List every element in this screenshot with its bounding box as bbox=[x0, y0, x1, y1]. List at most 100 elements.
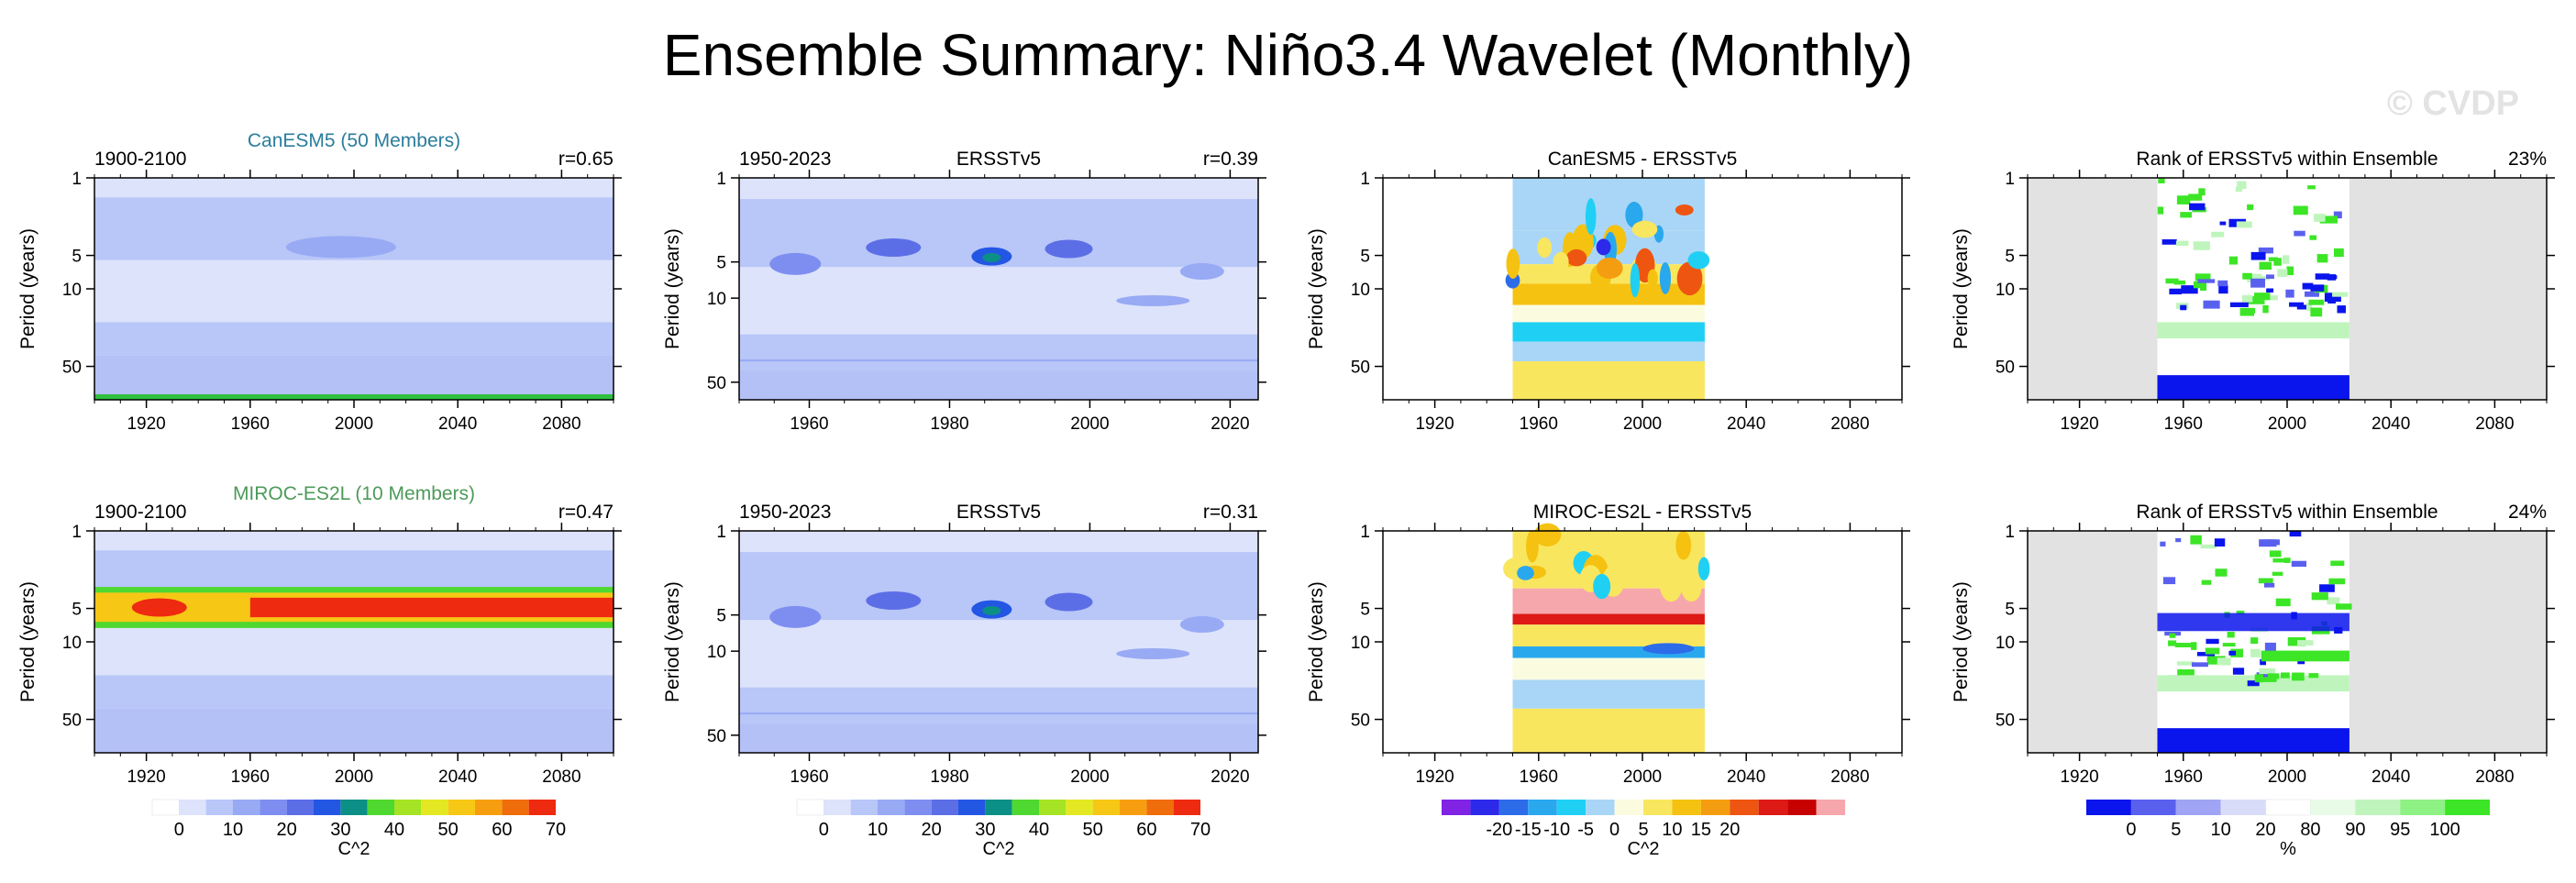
rank-cell bbox=[2309, 235, 2317, 240]
colorbar-label: 20 bbox=[922, 820, 942, 840]
panel-8: 1920 1960 2000 2040 2080 1 5 10 50 Period (years)… bbox=[1951, 502, 2555, 787]
contour-blob bbox=[1631, 220, 1658, 238]
panel-7: 1920 1960 2000 2040 2080 1 5 10 50 Period (years)… bbox=[1306, 502, 1910, 787]
rank-cell bbox=[2263, 582, 2275, 588]
x-tick-label: 1920 bbox=[1415, 767, 1454, 787]
rank-cell bbox=[2273, 258, 2282, 266]
contour-blob bbox=[1179, 616, 1224, 634]
rank-cell bbox=[2211, 231, 2225, 237]
contour-band bbox=[739, 334, 1258, 371]
contour-blob bbox=[1675, 531, 1692, 560]
rank-colorbar: 0 5 10 20 80 90 95 100% bbox=[2086, 799, 2490, 859]
rank-cell bbox=[2332, 292, 2349, 297]
colorbar-label: 0 bbox=[2126, 820, 2136, 840]
panel-center-label: ERSSTv5 bbox=[956, 149, 1041, 170]
x-tick-label: 1960 bbox=[2164, 767, 2203, 787]
contour-blob bbox=[1676, 261, 1703, 296]
x-tick-label: 2020 bbox=[1211, 767, 1249, 787]
watermark: © CVDP bbox=[2386, 84, 2519, 123]
x-tick-label: 1960 bbox=[790, 767, 828, 787]
y-tick-label: 50 bbox=[1996, 712, 2015, 731]
panel-center-label: Rank of ERSSTv5 within Ensemble bbox=[2136, 149, 2438, 170]
rank-cell bbox=[2193, 241, 2210, 250]
x-tick-label: 1960 bbox=[231, 767, 270, 787]
contour-band bbox=[1512, 341, 1705, 362]
rank-cell bbox=[2259, 677, 2277, 682]
colorbar-label: 80 bbox=[2300, 820, 2320, 840]
colorbar-label: 20 bbox=[1719, 820, 1740, 840]
panel-1: 1920 1960 2000 2040 2080 1 5 10 50 Period (years)… bbox=[17, 130, 622, 434]
colorbar-label: 60 bbox=[1136, 820, 1156, 840]
colorbar-swatch bbox=[394, 800, 422, 815]
colorbar-label: 50 bbox=[1083, 820, 1103, 840]
colorbar-swatch bbox=[1556, 800, 1587, 815]
colorbar-swatch bbox=[1614, 800, 1643, 815]
rank-cell bbox=[2250, 637, 2259, 645]
y-axis-label: Period (years) bbox=[662, 228, 683, 349]
y-axis-label: Period (years) bbox=[17, 228, 39, 349]
rank-cell bbox=[2285, 289, 2294, 298]
y-tick-label: 1 bbox=[72, 170, 82, 189]
colorbar-swatch bbox=[179, 800, 206, 815]
contour-band bbox=[94, 278, 614, 323]
contour-band bbox=[1512, 613, 1705, 625]
contour-blob bbox=[1566, 248, 1587, 267]
rank-cell bbox=[2228, 256, 2239, 265]
colorbar-swatch bbox=[233, 800, 260, 815]
y-axis-label: Period (years) bbox=[1951, 581, 1972, 702]
colorbar-swatch bbox=[286, 800, 314, 815]
x-tick-label: 2000 bbox=[335, 414, 373, 434]
colorbar-label: 30 bbox=[330, 820, 350, 840]
x-tick-label: 2020 bbox=[1211, 414, 1249, 434]
rank-cell bbox=[2281, 678, 2296, 687]
y-axis-label: Period (years) bbox=[1306, 228, 1327, 349]
contour-blob bbox=[866, 591, 922, 611]
rank-cell bbox=[2177, 668, 2195, 676]
rank-cell bbox=[2168, 675, 2187, 684]
rank-cell bbox=[2219, 221, 2227, 226]
contour-band bbox=[94, 394, 614, 400]
y-tick-label: 50 bbox=[62, 359, 82, 378]
colorbar-label: 90 bbox=[2345, 820, 2365, 840]
panel-right-label: r=0.47 bbox=[558, 502, 614, 523]
contour-band bbox=[739, 286, 1258, 335]
y-axis-label: Period (years) bbox=[1306, 581, 1327, 702]
rank-cell bbox=[2237, 181, 2247, 189]
rank-cell bbox=[2296, 304, 2309, 310]
rank-cell bbox=[2197, 279, 2216, 283]
contour-blob bbox=[1642, 643, 1695, 655]
y-tick-label: 50 bbox=[1351, 712, 1370, 731]
x-tick-label: 2080 bbox=[2475, 767, 2514, 787]
x-tick-label: 2000 bbox=[1623, 767, 1662, 787]
y-tick-label: 1 bbox=[716, 170, 726, 189]
contour-band bbox=[249, 597, 614, 618]
rank-cell bbox=[2283, 557, 2291, 563]
rank-cell bbox=[2266, 274, 2274, 280]
y-tick-label: 10 bbox=[1996, 634, 2015, 653]
y-tick-label: 10 bbox=[707, 643, 726, 662]
colorbar-label: 70 bbox=[546, 820, 566, 840]
rank-cell bbox=[2287, 637, 2306, 646]
contour-band bbox=[1512, 283, 1705, 305]
contour-band bbox=[1512, 657, 1705, 680]
colorbar-swatch bbox=[367, 800, 394, 815]
colorbar-label: 70 bbox=[1190, 820, 1211, 840]
panel-center-label: CanESM5 - ERSSTv5 bbox=[1548, 149, 1738, 170]
panel-supertitle: CanESM5 (50 Members) bbox=[248, 130, 460, 151]
rank-cell bbox=[2247, 680, 2260, 687]
colorbar-swatch bbox=[2265, 799, 2311, 816]
rank-cell bbox=[2174, 643, 2194, 647]
rank-cell bbox=[2311, 592, 2328, 601]
rank-cell bbox=[2260, 658, 2266, 666]
colorbar-label: 20 bbox=[277, 820, 297, 840]
y-tick-label: 10 bbox=[1351, 281, 1370, 300]
x-tick-label: 2000 bbox=[1623, 414, 1662, 434]
rank-cell bbox=[2289, 531, 2302, 537]
colorbar-swatch bbox=[1120, 800, 1147, 815]
rank-cell bbox=[2275, 598, 2291, 607]
rank-cell bbox=[2250, 648, 2261, 657]
colorbar-swatch bbox=[985, 800, 1012, 815]
panel-right-label: r=0.31 bbox=[1203, 502, 1258, 523]
rank-cell bbox=[2188, 193, 2203, 201]
panel-2: 1960 1980 2000 2020 1 5 10 50 Period (years) 1950… bbox=[662, 149, 1266, 434]
